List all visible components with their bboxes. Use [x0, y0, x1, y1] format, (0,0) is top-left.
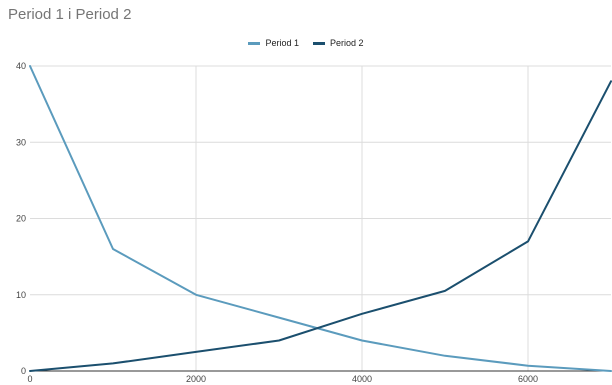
y-tick-label: 20 [16, 214, 26, 224]
x-tick-label: 6000 [518, 374, 538, 384]
legend-label-period-2: Period 2 [330, 38, 364, 48]
legend-label-period-1: Period 1 [265, 38, 299, 48]
legend-item-period-1[interactable]: Period 1 [248, 38, 299, 48]
x-tick-label: 2000 [186, 374, 206, 384]
y-tick-label: 40 [16, 61, 26, 71]
x-tick-label: 4000 [352, 374, 372, 384]
chart-title: Period 1 i Period 2 [8, 6, 132, 23]
legend-item-period-2[interactable]: Period 2 [313, 38, 364, 48]
series-line-period-2 [29, 80, 612, 372]
y-tick-label: 30 [16, 137, 26, 147]
y-tick-label: 10 [16, 290, 26, 300]
legend-swatch-period-2 [313, 41, 325, 45]
legend: Period 1 Period 2 [0, 38, 612, 48]
y-tick-label: 0 [21, 366, 26, 376]
legend-swatch-period-1 [248, 41, 261, 45]
series-line-period-1 [29, 65, 612, 372]
x-tick-label: 0 [27, 374, 32, 384]
